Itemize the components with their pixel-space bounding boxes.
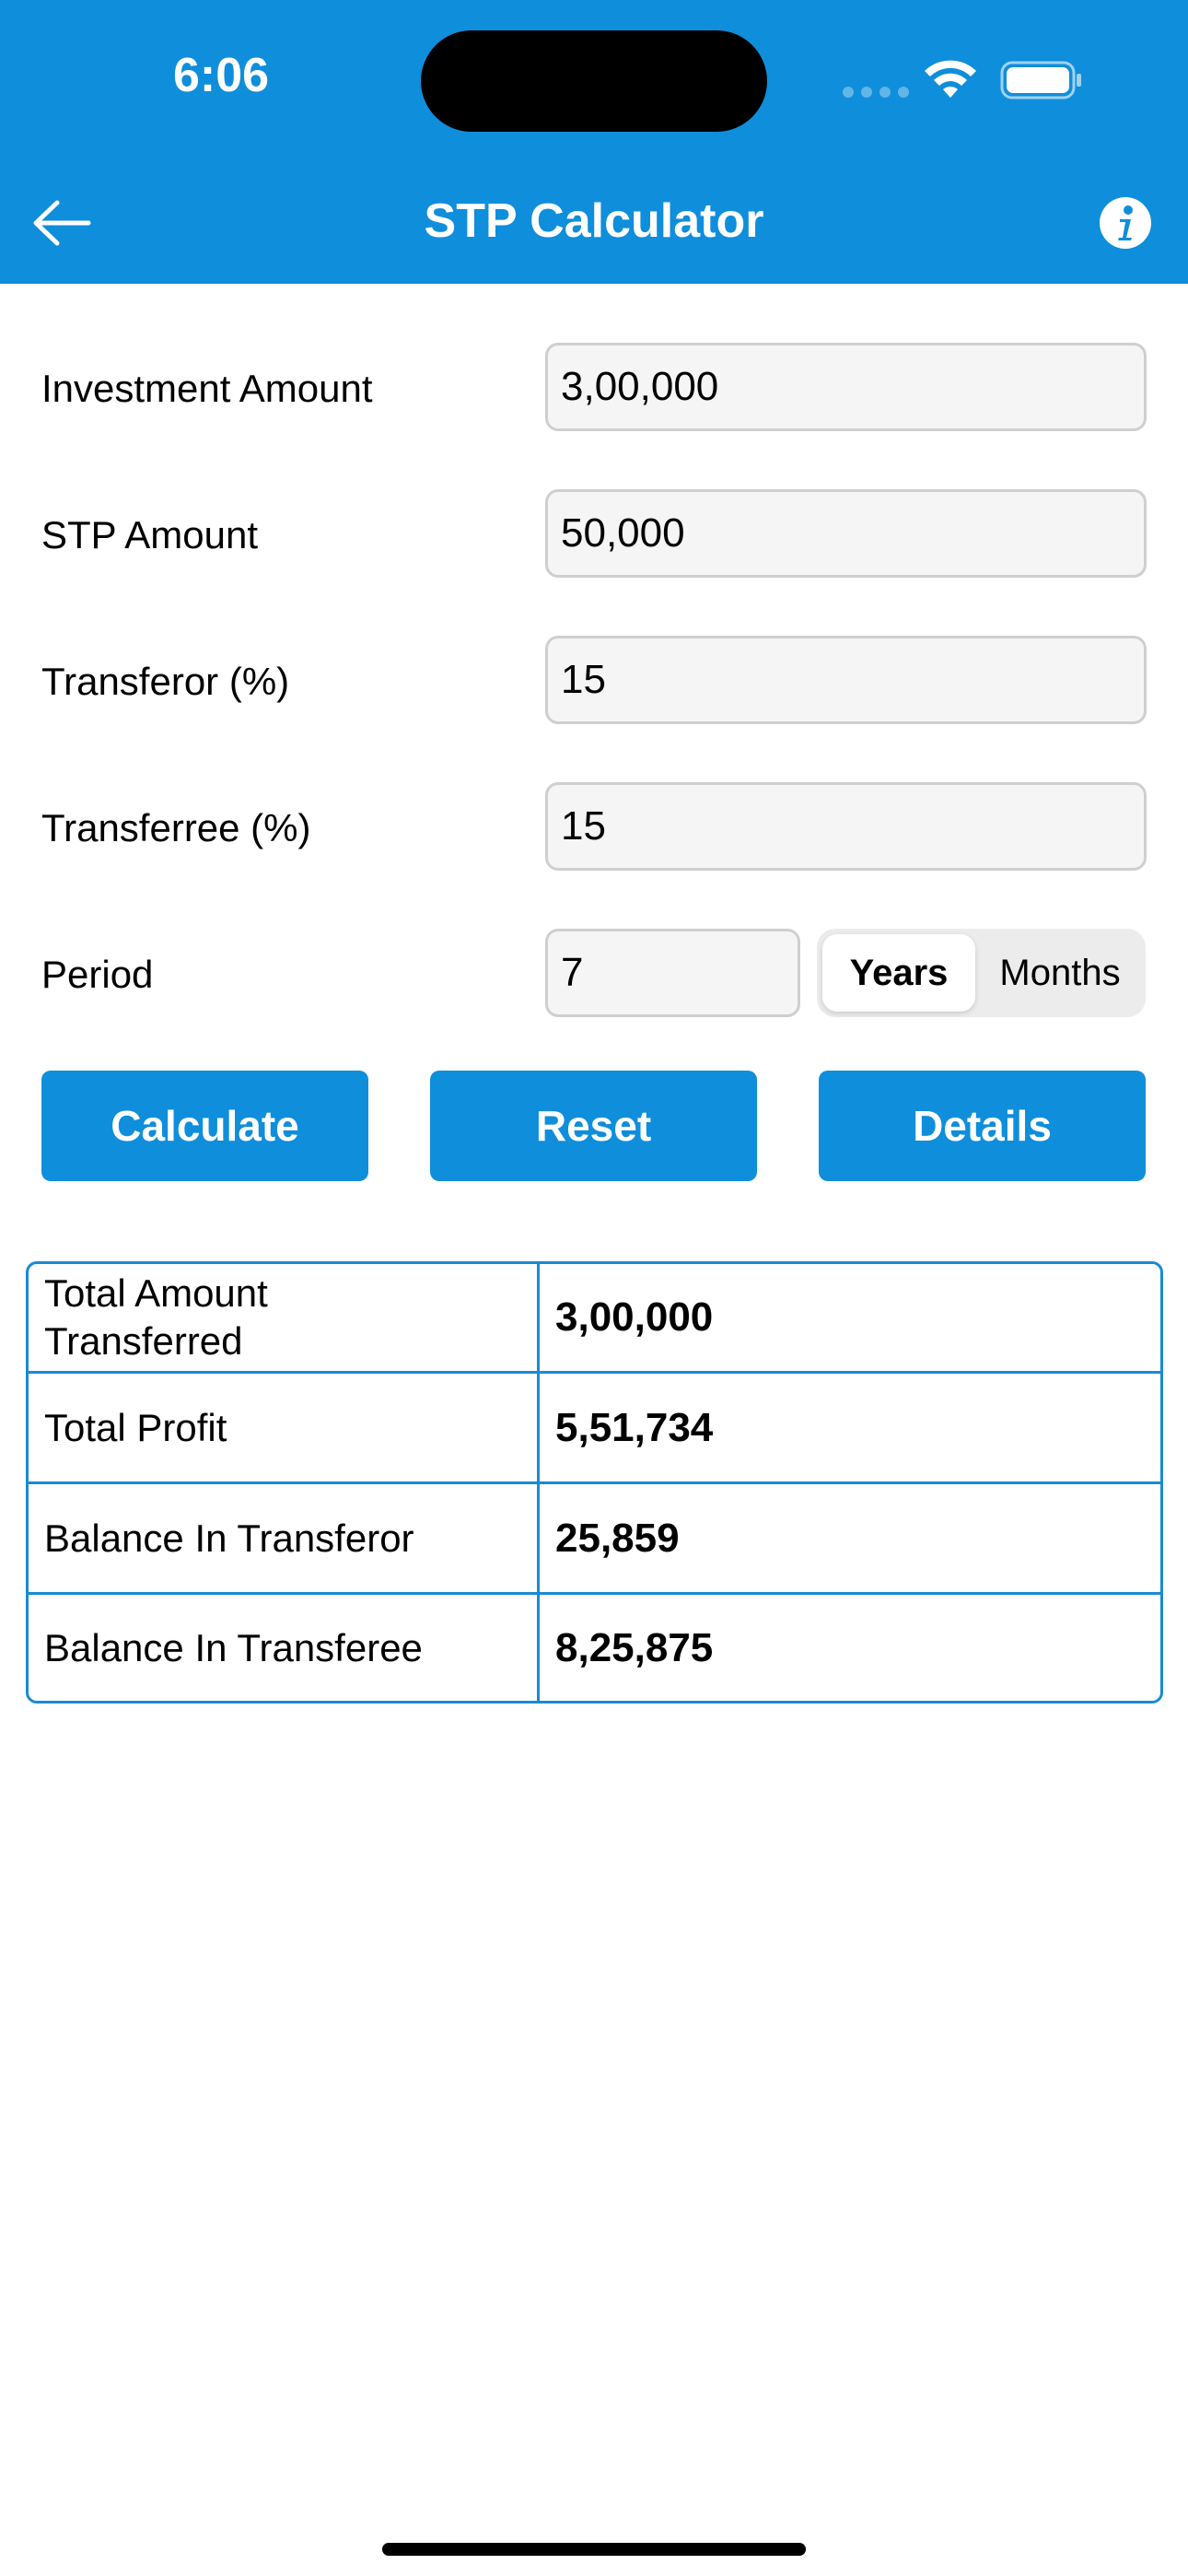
investment-amount-label: Investment Amount [41,367,373,410]
period-row: Period Years Months [0,927,1188,1019]
home-indicator [382,2543,806,2556]
period-label: Period [41,953,154,996]
row-divider [29,1371,1160,1374]
arrow-left-icon [33,200,91,246]
transferee-label: Transferree (%) [41,806,311,849]
stp-amount-input[interactable] [545,489,1147,578]
info-icon[interactable] [1098,195,1153,251]
cellular-signal-icon [843,87,909,98]
battery-icon [1000,61,1081,100]
table-row: Balance In Transferee 8,25,875 [29,1595,1160,1701]
result-value: 3,00,000 [555,1294,714,1340]
result-label: Total Profit [29,1374,540,1481]
wifi-icon [925,60,976,98]
transferee-row: Transferree (%) [0,780,1188,872]
table-row: Total Profit 5,51,734 [29,1374,1160,1481]
result-value: 8,25,875 [555,1624,714,1670]
nav-header: 6:06 STP Calculator [0,0,1188,284]
results-table: Total Amount Transferred 3,00,000 Total … [26,1261,1163,1704]
transferor-input[interactable] [545,636,1147,724]
segment-months[interactable]: Months [999,952,1121,993]
table-row: Balance In Transferor 25,859 [29,1484,1160,1592]
result-label: Balance In Transferee [29,1595,540,1701]
transferor-label: Transferor (%) [41,660,290,703]
transferee-input[interactable] [545,782,1147,871]
dynamic-island [421,30,767,132]
segment-years[interactable]: Years [822,934,975,1012]
period-input[interactable] [545,929,800,1017]
table-row: Total Amount Transferred 3,00,000 [29,1264,1160,1371]
row-divider [29,1592,1160,1595]
calculate-button[interactable]: Calculate [41,1071,368,1181]
result-value: 25,859 [555,1515,680,1561]
back-button[interactable] [28,189,96,257]
page-title: STP Calculator [424,194,764,248]
reset-button[interactable]: Reset [430,1071,757,1181]
row-divider [29,1481,1160,1484]
stp-amount-label: STP Amount [41,513,259,556]
status-time: 6:06 [172,49,270,102]
transferor-row: Transferor (%) [0,634,1188,726]
period-unit-segmented-control: Years Months [817,929,1146,1017]
result-label: Balance In Transferor [29,1484,540,1592]
investment-amount-row: Investment Amount [0,341,1188,433]
investment-amount-input[interactable] [545,343,1147,431]
details-button[interactable]: Details [819,1071,1146,1181]
result-value: 5,51,734 [555,1404,714,1450]
stp-amount-row: STP Amount [0,487,1188,580]
result-label: Total Amount Transferred [29,1264,540,1371]
